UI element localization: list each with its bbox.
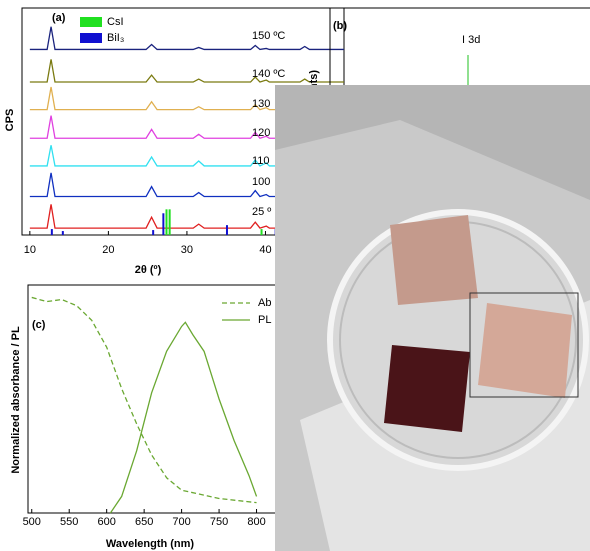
x-tick-label: 550 — [60, 516, 78, 528]
x-tick-label: 750 — [210, 516, 228, 528]
series-line — [29, 59, 344, 83]
series-label: 25 º — [252, 206, 271, 218]
panel-title: (c) — [32, 319, 46, 331]
sample-film — [390, 215, 478, 305]
y-axis-label: Normalized absorbance / PL — [10, 326, 22, 474]
series-label: 110 — [252, 155, 270, 167]
legend-swatch — [80, 17, 102, 27]
series-line — [31, 296, 257, 504]
sample-film — [478, 303, 572, 398]
x-tick-label: 30 — [181, 244, 193, 256]
panel-title: (b) — [333, 20, 347, 32]
plot-frame — [27, 284, 295, 514]
series-line — [29, 26, 344, 51]
x-axis-label: 2θ (º) — [135, 264, 162, 276]
legend-label: Ab — [258, 297, 271, 309]
annotation: I 3d — [462, 34, 480, 46]
legend-swatch — [80, 33, 102, 43]
series-label: 100 — [252, 176, 270, 188]
legend-label: PL — [258, 314, 271, 326]
x-tick-label: 40 — [259, 244, 271, 256]
y-axis-label: nts) — [308, 70, 320, 91]
x-tick-label: 20 — [102, 244, 114, 256]
x-tick-label: 800 — [247, 516, 265, 528]
series-label: 150 ºC — [252, 30, 285, 42]
legend-label: CsI — [107, 16, 124, 28]
y-axis-label: CPS — [4, 109, 16, 132]
series-label: 140 ºC — [252, 68, 285, 80]
legend-label: BiI₃ — [107, 32, 124, 44]
series-label: 130 — [252, 98, 270, 110]
photo-shadow — [275, 85, 590, 200]
x-axis-label: Wavelength (nm) — [106, 538, 195, 550]
panel-title: (a) — [52, 12, 66, 24]
photo — [275, 85, 590, 551]
x-tick-label: 650 — [135, 516, 153, 528]
x-tick-label: 600 — [97, 516, 115, 528]
x-tick-label: 10 — [24, 244, 36, 256]
series-label: 120 — [252, 127, 270, 139]
sample-film — [384, 345, 470, 432]
highlight-box — [469, 292, 579, 398]
x-tick-label: 500 — [23, 516, 41, 528]
x-tick-label: 700 — [172, 516, 190, 528]
series-line — [109, 321, 258, 514]
